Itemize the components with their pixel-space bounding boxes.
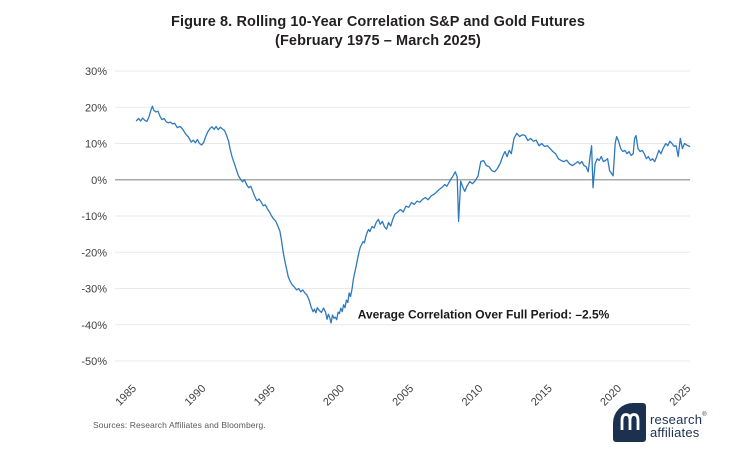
x-tick-label: 1995 — [252, 383, 278, 409]
average-correlation-annotation: Average Correlation Over Full Period: –2… — [358, 308, 610, 322]
x-tick-label: 1990 — [183, 383, 209, 409]
research-affiliates-logo: research® affiliates — [613, 403, 707, 442]
research-affiliates-monogram-icon — [613, 403, 646, 442]
y-tick-label: 30% — [85, 66, 107, 78]
correlation-series-line — [135, 105, 691, 324]
y-tick-label: 0% — [91, 175, 107, 187]
y-tick-label: -40% — [81, 320, 107, 332]
x-tick-label: 1985 — [113, 383, 139, 409]
x-tick-label: 2015 — [529, 383, 555, 409]
y-tick-label: -20% — [81, 247, 107, 259]
figure-title-line2: (February 1975 – March 2025) — [275, 33, 481, 49]
logo-word-research: research® — [650, 412, 707, 427]
registered-mark: ® — [702, 412, 707, 418]
y-tick-label: 10% — [85, 139, 107, 151]
ra-arches-glyph — [620, 413, 640, 430]
x-tick-label: 2000 — [321, 383, 347, 409]
source-note: Sources: Research Affiliates and Bloombe… — [93, 420, 266, 430]
x-tick-label: 2010 — [460, 383, 486, 409]
y-tick-label: 20% — [85, 102, 107, 114]
logo-word-affiliates: affiliates — [650, 424, 700, 440]
figure-title-line1: Figure 8. Rolling 10-Year Correlation S&… — [170, 14, 586, 30]
logo-wordmark: research® affiliates — [646, 403, 707, 439]
y-tick-label: -10% — [81, 211, 107, 223]
x-tick-label: 2005 — [390, 383, 416, 409]
y-tick-label: -50% — [81, 356, 107, 368]
figure-title: Figure 8. Rolling 10-Year Correlation S&… — [0, 13, 756, 51]
y-tick-label: -30% — [81, 284, 107, 296]
